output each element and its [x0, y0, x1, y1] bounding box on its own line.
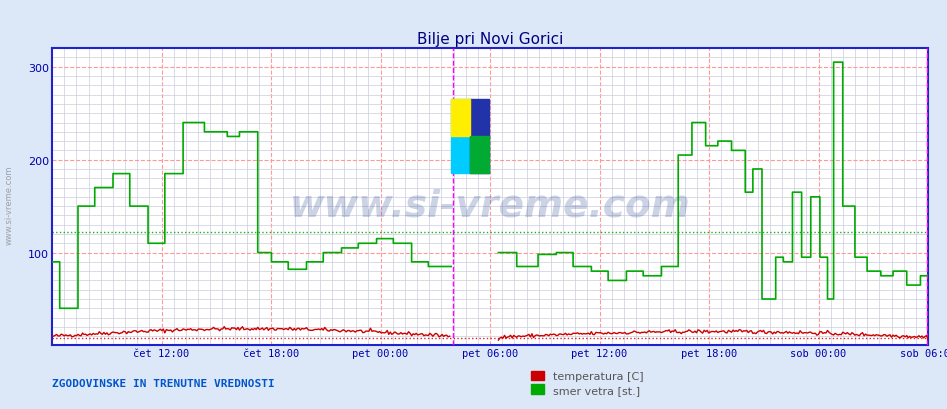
Text: www.si-vreme.com: www.si-vreme.com	[5, 165, 14, 244]
Text: www.si-vreme.com: www.si-vreme.com	[290, 188, 690, 224]
Bar	[451, 99, 470, 174]
Title: Bilje pri Novi Gorici: Bilje pri Novi Gorici	[417, 31, 563, 47]
Bar	[470, 99, 490, 174]
Text: ZGODOVINSKE IN TRENUTNE VREDNOSTI: ZGODOVINSKE IN TRENUTNE VREDNOSTI	[52, 378, 275, 389]
Bar	[451, 99, 470, 137]
Bar	[470, 137, 490, 174]
Legend: temperatura [C], smer vetra [st.]: temperatura [C], smer vetra [st.]	[527, 366, 648, 399]
